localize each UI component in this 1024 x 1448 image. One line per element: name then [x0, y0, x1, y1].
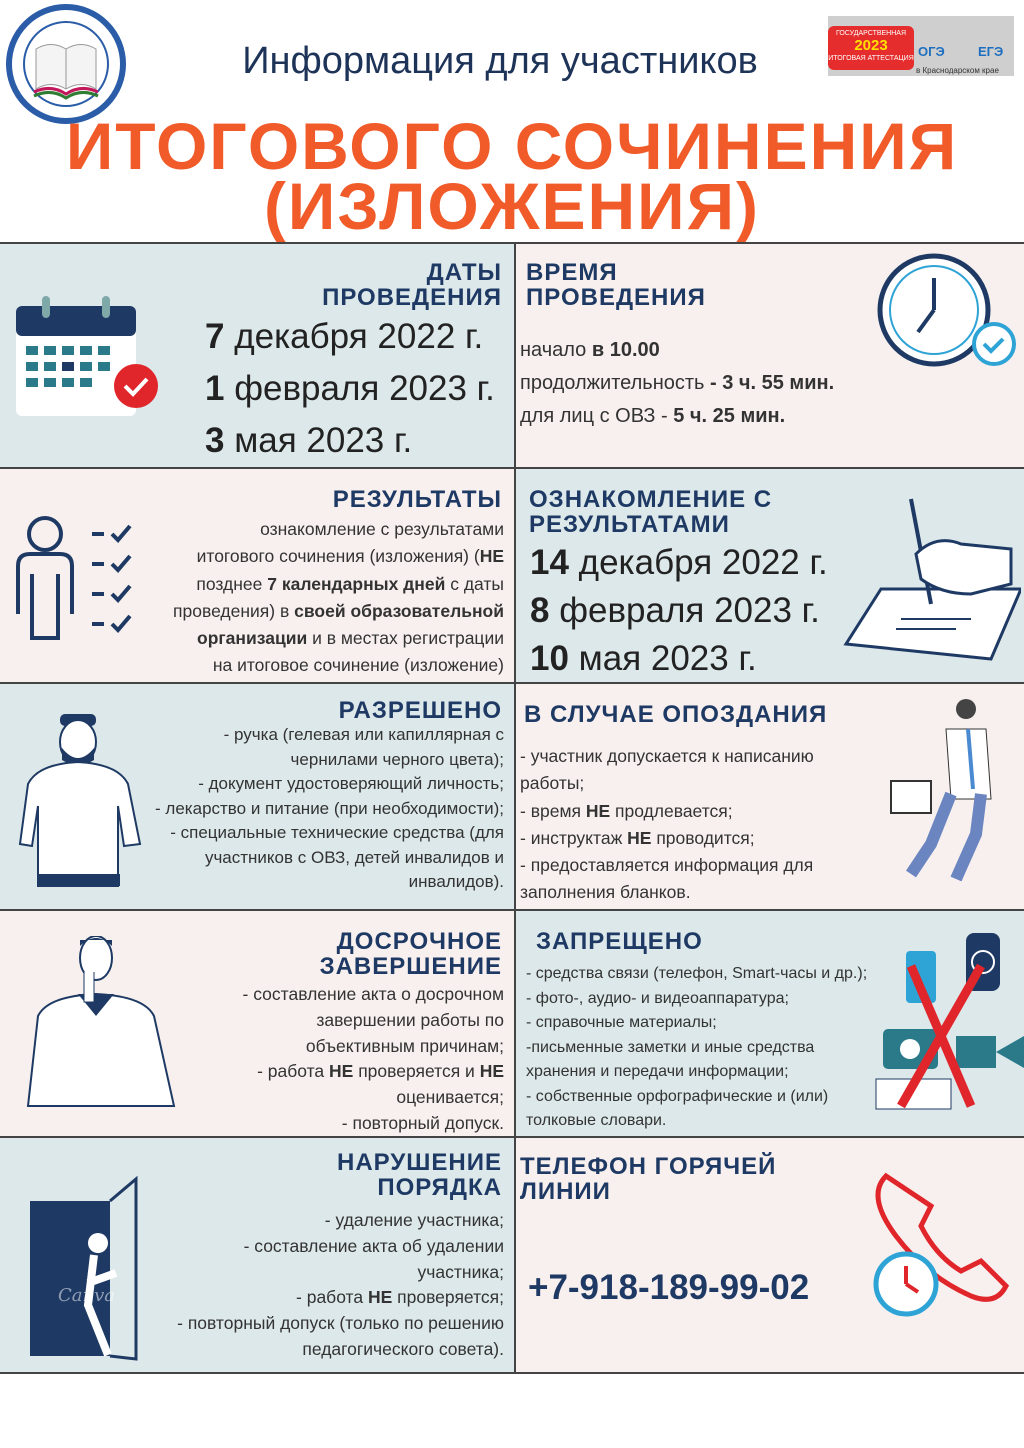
date-item: 1 февраля 2023 г.	[205, 369, 495, 408]
violation-list: - удаление участника; - составление акта …	[177, 1210, 504, 1359]
review-date: 14 декабря 2022 г.	[530, 543, 828, 582]
early-section: ДОСРОЧНОЕ ЗАВЕРШЕНИЕ - составление акта о…	[0, 911, 516, 1138]
violation-section: Canva НАРУШЕНИЕ ПОРЯДКА - удаление участн…	[0, 1138, 516, 1374]
late-list: - участник допускается к написанию работы…	[520, 746, 814, 903]
clock-icon	[876, 252, 1021, 377]
logo-ege: ЕГЭ	[978, 44, 1004, 59]
logo-year: 2023	[854, 37, 888, 54]
allowed-section: РАЗРЕШЕНО - ручка (гелевая или капиллярн…	[0, 684, 516, 911]
info-grid: ДАТЫ ПРОВЕДЕНИЯ 7 декабря 2022 г. 1 февра…	[0, 242, 1024, 1374]
late-section: В СЛУЧАЕ ОПОЗДАНИЯ - участник допускаетс…	[516, 684, 1024, 911]
phone-clock-icon	[866, 1166, 1024, 1326]
logo-text: ГОСУДАРСТВЕННАЯ	[835, 30, 907, 37]
early-list: - составление акта о досрочном завершении…	[242, 984, 504, 1133]
page-title-line2: (ИЗЛОЖЕНИЯ)	[263, 169, 761, 243]
man-handkerchief-illustration	[18, 935, 178, 1121]
review-section: ОЗНАКОМЛЕНИЕ С РЕЗУЛЬТАТАМИ 14 декабря 20…	[516, 469, 1024, 684]
time-start: начало в 10.00	[520, 339, 660, 361]
person-checklist-icon	[12, 514, 142, 649]
forbidden-devices-icon	[871, 921, 1024, 1126]
hotline-phone[interactable]: +7-918-189-99-02	[528, 1268, 810, 1307]
review-heading: ОЗНАКОМЛЕНИЕ С РЕЗУЛЬТАТАМИ	[529, 486, 773, 538]
watermark: Canva	[58, 1285, 115, 1306]
time-ovz: для лиц с ОВЗ - 5 ч. 25 мин.	[520, 405, 786, 427]
dates-heading: ДАТЫ ПРОВЕДЕНИЯ	[322, 259, 502, 311]
calendar-icon	[14, 294, 164, 429]
man-illustration	[18, 714, 148, 899]
allowed-heading: РАЗРЕШЕНО	[338, 697, 502, 724]
time-heading: ВРЕМЯ ПРОВЕДЕНИЯ	[526, 259, 706, 311]
review-date: 10 мая 2023 г.	[530, 639, 757, 678]
date-item: 3 мая 2023 г.	[205, 421, 413, 460]
date-item: 7 декабря 2022 г.	[205, 317, 484, 356]
logo-text: ИТОГОВАЯ АТТЕСТАЦИЯ	[828, 55, 914, 62]
subtitle: Информация для участников	[242, 40, 758, 82]
time-section: ВРЕМЯ ПРОВЕДЕНИЯ начало в 10.00 продолжит…	[516, 244, 1024, 469]
gia-logo: ГОСУДАРСТВЕННАЯ 2023 ИТОГОВАЯ АТТЕСТАЦИЯ…	[828, 16, 1014, 76]
signing-hand-icon	[841, 494, 1024, 669]
results-heading: РЕЗУЛЬТАТЫ	[332, 486, 502, 513]
hotline-section: ТЕЛЕФОН ГОРЯЧЕЙ ЛИНИИ +7-918-189-99-02	[516, 1138, 1024, 1374]
results-section: РЕЗУЛЬТАТЫ ознакомление с результатами и…	[0, 469, 516, 684]
early-heading: ДОСРОЧНОЕ ЗАВЕРШЕНИЕ	[319, 928, 502, 980]
page-title: ИТОГОВОГО СОЧИНЕНИЯ	[65, 109, 959, 183]
ministry-logo	[6, 4, 126, 124]
hotline-heading: ТЕЛЕФОН ГОРЯЧЕЙ ЛИНИИ	[520, 1153, 777, 1205]
allowed-list: - ручка (гелевая или капиллярная с чернил…	[155, 725, 504, 891]
review-date: 8 февраля 2023 г.	[530, 591, 820, 630]
late-heading: В СЛУЧАЕ ОПОЗДАНИЯ	[524, 701, 828, 728]
dates-section: ДАТЫ ПРОВЕДЕНИЯ 7 декабря 2022 г. 1 февра…	[0, 244, 516, 469]
exit-door-illustration: Canva	[28, 1173, 143, 1368]
forbidden-heading: ЗАПРЕЩЕНО	[536, 928, 703, 955]
logo-oge: ОГЭ	[918, 44, 945, 59]
forbidden-section: ЗАПРЕЩЕНО - средства связи (телефон, Sma…	[516, 911, 1024, 1138]
running-man-illustration	[886, 699, 1006, 894]
forbidden-list: - средства связи (телефон, Smart-часы и …	[526, 965, 868, 1129]
results-text: ознакомление с результатами итогового со…	[173, 519, 504, 676]
violation-heading: НАРУШЕНИЕ ПОРЯДКА	[337, 1149, 502, 1201]
logo-region: в Краснодарском крае	[916, 66, 999, 75]
time-duration: продолжительность - 3 ч. 55 мин.	[520, 372, 835, 394]
